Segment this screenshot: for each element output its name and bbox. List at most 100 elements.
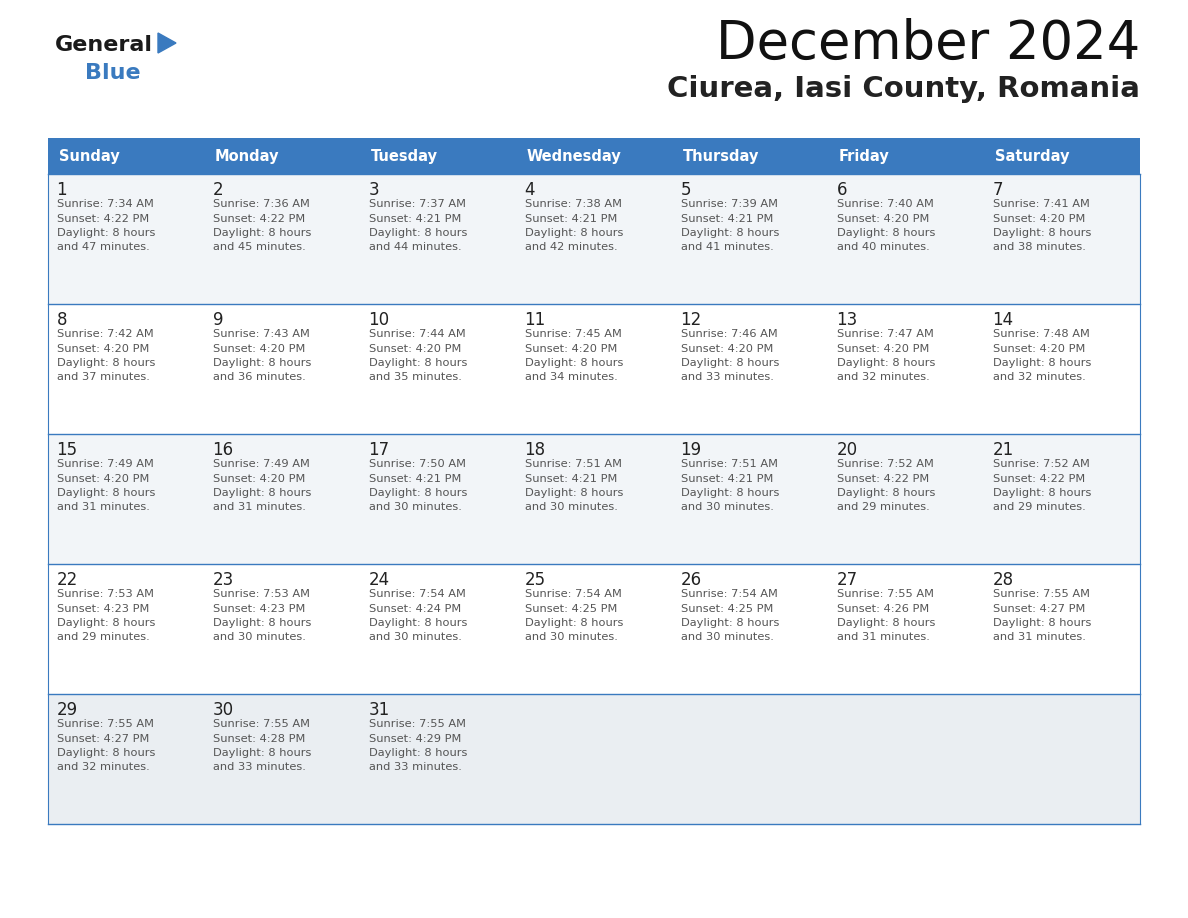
Bar [828, 304, 984, 434]
Text: Sunrise: 7:53 AM: Sunrise: 7:53 AM [213, 589, 310, 599]
Text: 30: 30 [213, 701, 234, 719]
Bar [360, 694, 516, 824]
Bar [984, 304, 1140, 434]
Text: 16: 16 [213, 441, 234, 459]
Text: Sunrise: 7:40 AM: Sunrise: 7:40 AM [836, 199, 934, 209]
Text: Sunrise: 7:55 AM: Sunrise: 7:55 AM [57, 719, 153, 729]
Text: Sunrise: 7:41 AM: Sunrise: 7:41 AM [993, 199, 1089, 209]
Text: Daylight: 8 hours: Daylight: 8 hours [368, 358, 467, 368]
Bar [204, 138, 360, 174]
Text: Sunset: 4:27 PM: Sunset: 4:27 PM [57, 733, 148, 744]
Text: Daylight: 8 hours: Daylight: 8 hours [525, 618, 623, 628]
Text: Daylight: 8 hours: Daylight: 8 hours [681, 618, 779, 628]
Text: and 33 minutes.: and 33 minutes. [213, 763, 305, 773]
Text: and 35 minutes.: and 35 minutes. [368, 373, 461, 383]
Text: Sunset: 4:22 PM: Sunset: 4:22 PM [213, 214, 305, 223]
Text: and 29 minutes.: and 29 minutes. [836, 502, 929, 512]
Text: Sunset: 4:20 PM: Sunset: 4:20 PM [213, 474, 305, 484]
Text: 31: 31 [368, 701, 390, 719]
Text: Daylight: 8 hours: Daylight: 8 hours [368, 488, 467, 498]
Text: Daylight: 8 hours: Daylight: 8 hours [836, 618, 935, 628]
Text: Daylight: 8 hours: Daylight: 8 hours [993, 228, 1091, 238]
Text: Daylight: 8 hours: Daylight: 8 hours [836, 228, 935, 238]
Text: Daylight: 8 hours: Daylight: 8 hours [213, 358, 311, 368]
Text: Sunset: 4:27 PM: Sunset: 4:27 PM [993, 603, 1085, 613]
Bar [984, 434, 1140, 564]
Polygon shape [158, 33, 176, 53]
Bar [48, 694, 204, 824]
Text: Sunset: 4:20 PM: Sunset: 4:20 PM [681, 343, 773, 353]
Text: 5: 5 [681, 181, 691, 199]
Text: Daylight: 8 hours: Daylight: 8 hours [368, 748, 467, 758]
Text: Sunrise: 7:55 AM: Sunrise: 7:55 AM [836, 589, 934, 599]
Text: Sunset: 4:28 PM: Sunset: 4:28 PM [213, 733, 305, 744]
Text: Daylight: 8 hours: Daylight: 8 hours [993, 488, 1091, 498]
Text: 12: 12 [681, 311, 702, 329]
Text: Sunset: 4:20 PM: Sunset: 4:20 PM [368, 343, 461, 353]
Text: and 33 minutes.: and 33 minutes. [368, 763, 461, 773]
Text: Sunrise: 7:43 AM: Sunrise: 7:43 AM [213, 329, 309, 339]
Text: and 40 minutes.: and 40 minutes. [836, 242, 929, 252]
Bar [204, 564, 360, 694]
Text: Daylight: 8 hours: Daylight: 8 hours [681, 228, 779, 238]
Text: Friday: Friday [839, 149, 890, 163]
Text: General: General [55, 35, 153, 55]
Text: 4: 4 [525, 181, 535, 199]
Text: and 32 minutes.: and 32 minutes. [57, 763, 150, 773]
Text: Daylight: 8 hours: Daylight: 8 hours [525, 228, 623, 238]
Text: and 38 minutes.: and 38 minutes. [993, 242, 1086, 252]
Text: Ciurea, Iasi County, Romania: Ciurea, Iasi County, Romania [668, 75, 1140, 103]
Text: Sunrise: 7:37 AM: Sunrise: 7:37 AM [368, 199, 466, 209]
Text: 7: 7 [993, 181, 1003, 199]
Text: 22: 22 [57, 571, 78, 589]
Text: and 30 minutes.: and 30 minutes. [525, 633, 618, 643]
Text: Sunset: 4:29 PM: Sunset: 4:29 PM [368, 733, 461, 744]
Text: Daylight: 8 hours: Daylight: 8 hours [836, 488, 935, 498]
Text: 24: 24 [368, 571, 390, 589]
Text: Sunset: 4:25 PM: Sunset: 4:25 PM [525, 603, 617, 613]
Text: 25: 25 [525, 571, 545, 589]
Text: Sunrise: 7:34 AM: Sunrise: 7:34 AM [57, 199, 153, 209]
Text: Daylight: 8 hours: Daylight: 8 hours [836, 358, 935, 368]
Bar [204, 174, 360, 304]
Text: Sunrise: 7:55 AM: Sunrise: 7:55 AM [213, 719, 310, 729]
Text: 20: 20 [836, 441, 858, 459]
Text: Daylight: 8 hours: Daylight: 8 hours [681, 358, 779, 368]
Bar [360, 434, 516, 564]
Text: and 31 minutes.: and 31 minutes. [836, 633, 929, 643]
Text: Sunset: 4:20 PM: Sunset: 4:20 PM [525, 343, 617, 353]
Text: Sunset: 4:22 PM: Sunset: 4:22 PM [57, 214, 148, 223]
Text: and 30 minutes.: and 30 minutes. [213, 633, 305, 643]
Text: Sunset: 4:21 PM: Sunset: 4:21 PM [681, 214, 773, 223]
Text: Daylight: 8 hours: Daylight: 8 hours [681, 488, 779, 498]
Bar [48, 304, 204, 434]
Text: 9: 9 [213, 311, 223, 329]
Bar [516, 174, 672, 304]
Text: and 42 minutes.: and 42 minutes. [525, 242, 618, 252]
Text: 18: 18 [525, 441, 545, 459]
Text: 27: 27 [836, 571, 858, 589]
Text: Sunrise: 7:48 AM: Sunrise: 7:48 AM [993, 329, 1089, 339]
Text: 2: 2 [213, 181, 223, 199]
Text: Monday: Monday [215, 149, 279, 163]
Text: Sunset: 4:20 PM: Sunset: 4:20 PM [836, 343, 929, 353]
Text: Sunset: 4:23 PM: Sunset: 4:23 PM [57, 603, 148, 613]
Bar [828, 694, 984, 824]
Text: and 37 minutes.: and 37 minutes. [57, 373, 150, 383]
Text: Daylight: 8 hours: Daylight: 8 hours [213, 618, 311, 628]
Text: 21: 21 [993, 441, 1013, 459]
Text: Daylight: 8 hours: Daylight: 8 hours [57, 748, 154, 758]
Text: Sunrise: 7:46 AM: Sunrise: 7:46 AM [681, 329, 777, 339]
Text: Daylight: 8 hours: Daylight: 8 hours [213, 488, 311, 498]
Text: Sunday: Sunday [59, 149, 120, 163]
Bar [828, 434, 984, 564]
Text: and 29 minutes.: and 29 minutes. [993, 502, 1086, 512]
Text: Sunset: 4:20 PM: Sunset: 4:20 PM [993, 214, 1085, 223]
Bar [516, 564, 672, 694]
Bar [516, 694, 672, 824]
Text: 29: 29 [57, 701, 77, 719]
Text: Sunrise: 7:55 AM: Sunrise: 7:55 AM [368, 719, 466, 729]
Bar [516, 304, 672, 434]
Text: Sunrise: 7:45 AM: Sunrise: 7:45 AM [525, 329, 621, 339]
Text: Daylight: 8 hours: Daylight: 8 hours [57, 618, 154, 628]
